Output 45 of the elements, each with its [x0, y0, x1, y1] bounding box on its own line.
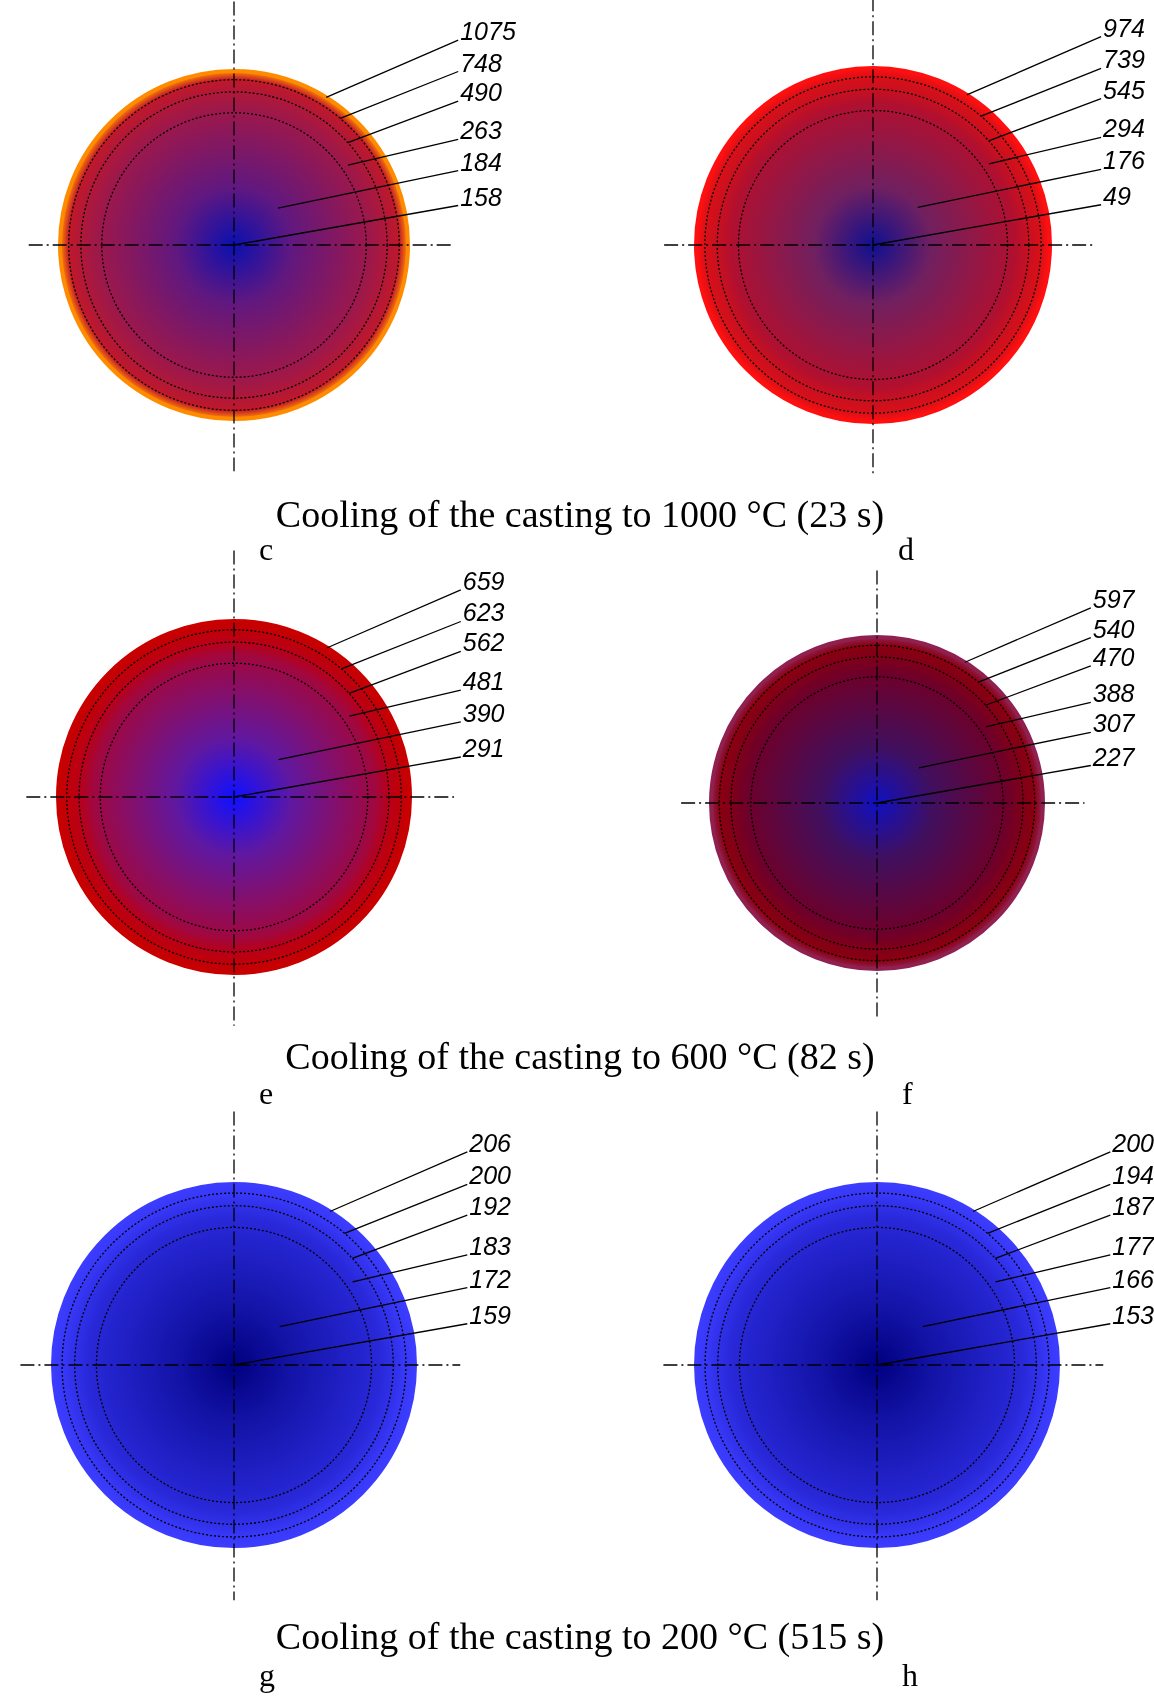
data-label: 200 [468, 1161, 512, 1190]
data-label: 176 [1103, 146, 1145, 175]
text: Cooling of the casting to 200 °C (515 s) [275, 1615, 885, 1658]
text: f [902, 1075, 913, 1111]
data-label: 194 [1112, 1161, 1154, 1190]
data-label: 294 [1102, 114, 1145, 143]
data-label: 183 [469, 1231, 512, 1260]
data-label: 597 [1092, 584, 1136, 613]
data-label: 388 [1092, 679, 1135, 708]
text: Cooling of the casting to 1000 °C (23 s) [275, 493, 885, 536]
data-label: 159 [469, 1300, 512, 1329]
data-label: 206 [468, 1128, 512, 1157]
data-label: 490 [460, 78, 503, 107]
data-label: 1075 [460, 17, 516, 46]
data-label: 390 [462, 698, 505, 727]
data-label: 481 [462, 667, 505, 696]
data-label: 200 [1111, 1128, 1154, 1157]
data-label: 540 [1092, 614, 1135, 643]
text: e [259, 1075, 274, 1111]
data-label: 739 [1103, 45, 1145, 74]
data-label: 659 [462, 566, 505, 595]
data-label: 748 [460, 48, 503, 77]
data-label: 545 [1103, 75, 1145, 104]
data-label: 291 [461, 734, 505, 762]
data-label: 166 [1112, 1264, 1154, 1293]
data-label: 172 [469, 1264, 512, 1293]
data-label: 470 [1092, 642, 1135, 671]
data-label: 158 [460, 182, 503, 211]
text: h [902, 1657, 918, 1693]
text: c [259, 531, 274, 567]
data-label: 177 [1112, 1231, 1154, 1260]
data-label: 974 [1103, 13, 1145, 42]
data-label: 49 [1103, 181, 1131, 210]
data-label: 192 [469, 1192, 512, 1221]
data-label: 562 [462, 628, 505, 657]
text: Cooling of the casting to 600 °C (82 s) [285, 1035, 875, 1078]
data-label: 227 [1091, 742, 1136, 771]
data-label: 153 [1112, 1300, 1154, 1329]
data-label: 187 [1112, 1192, 1154, 1221]
data-label: 263 [459, 116, 503, 145]
text: d [898, 531, 914, 567]
data-label: 184 [460, 147, 502, 176]
data-label: 623 [462, 598, 505, 627]
text: g [259, 1657, 275, 1693]
data-label: 307 [1092, 709, 1136, 738]
